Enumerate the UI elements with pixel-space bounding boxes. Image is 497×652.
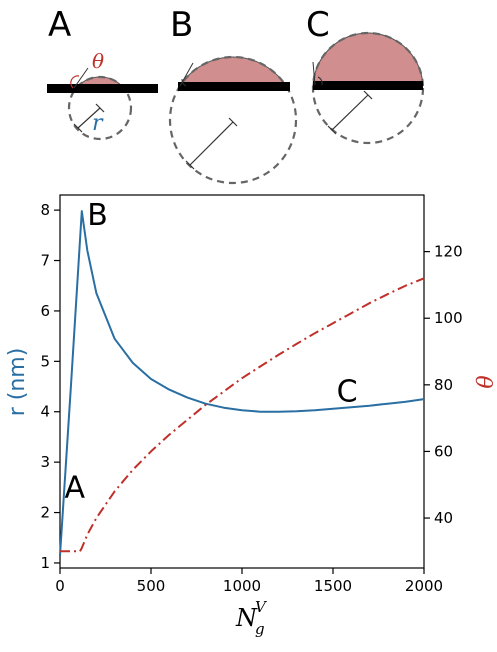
dashed-circle-a — [67, 75, 133, 141]
y-left-tick-label: 1 — [40, 554, 50, 572]
y-left-tick-label: 7 — [40, 252, 50, 270]
radius-line-a — [77, 107, 101, 129]
y-right-tick-label: 80 — [434, 376, 453, 394]
annotation-a: A — [65, 470, 86, 505]
x-axis-label-sub: g — [255, 620, 265, 638]
plot-frame — [59, 194, 425, 569]
surface-bar-b — [178, 82, 290, 91]
series-layer — [59, 210, 425, 556]
y-left-tick-label: 4 — [40, 403, 50, 421]
tangent-line-b — [179, 62, 194, 87]
y-axis-left: 1 2 3 4 5 6 7 8 — [40, 201, 60, 572]
x-tick-label: 0 — [55, 577, 65, 595]
y-left-tick-label: 6 — [40, 302, 50, 320]
x-tick-label: 500 — [137, 577, 166, 595]
y-axis-right-label: θ — [470, 375, 495, 388]
panel-label-b: B — [170, 5, 193, 45]
droplet-cap-b — [179, 56, 287, 86]
dashed-circle-b — [168, 55, 298, 185]
series-theta-line — [60, 277, 425, 553]
x-axis-label-main: N — [235, 604, 258, 632]
y-right-tick-label: 120 — [434, 243, 463, 261]
x-axis-label-sup: V — [255, 598, 268, 616]
x-tick-label: 1500 — [314, 577, 352, 595]
chart: 0 500 1000 1500 2000 1 2 3 4 5 6 7 8 40 60 80 100 120 A… — [5, 194, 495, 638]
x-tick-label: 2000 — [405, 577, 443, 595]
r-label: r — [92, 111, 104, 136]
y-left-tick-label: 3 — [40, 453, 50, 471]
x-axis: 0 500 1000 1500 2000 — [55, 568, 443, 595]
schematic-a: A θ r — [47, 5, 158, 141]
annotation-c: C — [337, 375, 358, 410]
annotation-b: B — [87, 198, 108, 233]
series-r-line — [59, 210, 425, 556]
contact-angle-arc-a — [70, 75, 80, 89]
y-axis-left-label: r (nm) — [5, 348, 30, 417]
surface-bar-c — [313, 81, 423, 90]
y-left-tick-label: 2 — [40, 504, 50, 522]
panel-label-c: C — [306, 5, 330, 45]
panel-label-a: A — [48, 5, 71, 45]
tangent-line-a — [73, 67, 89, 89]
y-axis-right: 40 60 80 100 120 — [424, 243, 463, 527]
schematic-c: C — [306, 5, 425, 145]
theta-label: θ — [92, 49, 104, 73]
y-left-tick-label: 8 — [40, 201, 50, 219]
tangent-line-c — [312, 61, 316, 86]
y-right-tick-label: 100 — [434, 309, 463, 327]
contact-angle-arc-c — [317, 76, 323, 86]
surface-bar-a — [47, 84, 158, 93]
x-tick-label: 1000 — [223, 577, 261, 595]
y-left-tick-label: 5 — [40, 352, 50, 370]
radius-line-b — [189, 121, 234, 166]
annotation-layer: A B C — [65, 198, 358, 505]
y-right-tick-label: 60 — [434, 442, 453, 460]
schematic-b: B — [168, 5, 298, 185]
y-right-tick-label: 40 — [434, 509, 453, 527]
radius-line-c — [331, 94, 369, 131]
x-axis-label: N g V — [235, 598, 268, 638]
contact-angle-arc-b — [181, 78, 187, 87]
